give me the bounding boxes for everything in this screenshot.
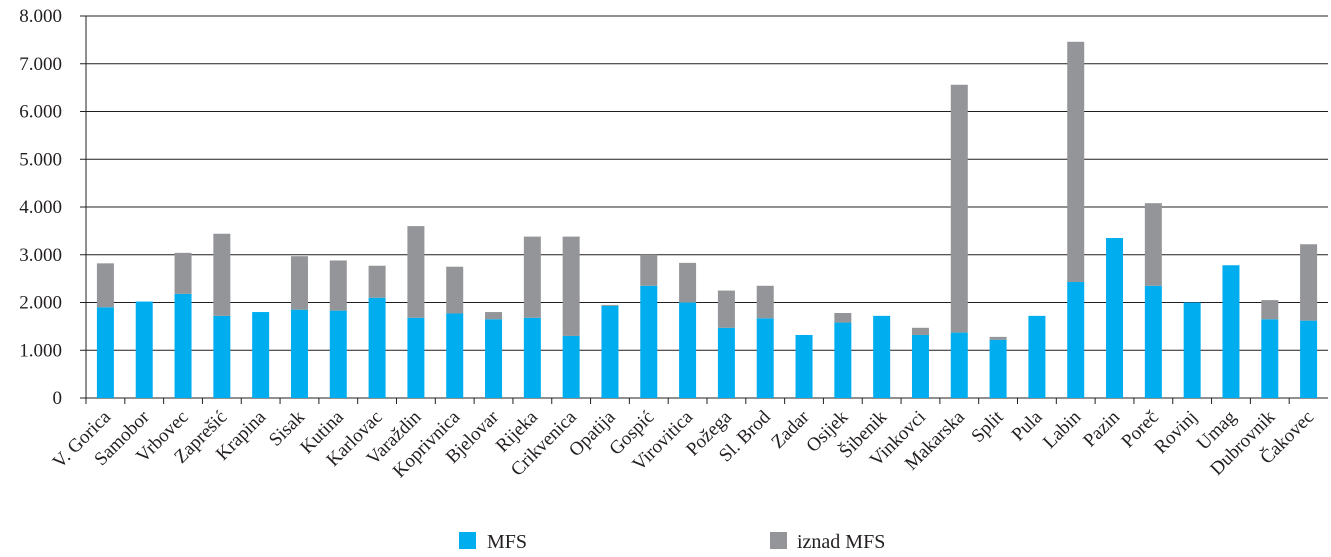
bar-iznad-mfs xyxy=(96,263,114,308)
bar-iznad-mfs xyxy=(562,236,580,336)
bar-iznad-mfs xyxy=(523,236,541,318)
bar-mfs xyxy=(1106,238,1124,398)
bar-iznad-mfs xyxy=(1300,244,1318,321)
y-tick-label: 4.000 xyxy=(19,197,62,218)
y-tick-label: 3.000 xyxy=(19,245,62,266)
bar-iznad-mfs xyxy=(911,327,929,335)
bar-mfs xyxy=(1222,265,1240,398)
bar-mfs xyxy=(834,322,852,398)
bar-iznad-mfs xyxy=(1067,41,1085,282)
bar-iznad-mfs xyxy=(213,233,231,316)
bar-iznad-mfs xyxy=(717,290,735,328)
bar-iznad-mfs xyxy=(174,252,192,294)
legend-label-iznad-mfs: iznad MFS xyxy=(797,531,885,553)
bar-mfs xyxy=(640,285,658,398)
bar-iznad-mfs xyxy=(368,265,386,298)
bar-mfs xyxy=(446,313,464,398)
bar-iznad-mfs xyxy=(950,84,968,333)
bar-iznad-mfs xyxy=(290,256,308,310)
bar-iznad-mfs xyxy=(989,336,1007,340)
bar-mfs xyxy=(329,310,347,398)
bar-mfs xyxy=(1261,319,1279,398)
bar-mfs xyxy=(135,301,153,398)
y-tick-label: 1.000 xyxy=(19,340,62,361)
bar-iznad-mfs xyxy=(1144,203,1162,286)
x-category-label: Labin xyxy=(1039,406,1086,453)
y-tick-label: 5.000 xyxy=(19,149,62,170)
bar-mfs xyxy=(562,335,580,398)
bar-mfs xyxy=(717,327,735,398)
bar-mfs xyxy=(290,309,308,398)
bar-iznad-mfs xyxy=(407,226,425,318)
x-category-label: Pazin xyxy=(1079,406,1124,451)
bar-iznad-mfs xyxy=(485,312,503,320)
bar-mfs xyxy=(873,315,891,398)
bar-mfs xyxy=(1300,320,1318,398)
bar-mfs xyxy=(252,312,270,398)
bar-mfs xyxy=(1067,281,1085,398)
bar-mfs xyxy=(989,339,1007,398)
x-category-label: Rovinj xyxy=(1150,407,1201,458)
bar-mfs xyxy=(174,293,192,398)
bar-iznad-mfs xyxy=(640,254,658,286)
bar-mfs xyxy=(1028,315,1046,398)
bar-iznad-mfs xyxy=(1261,300,1279,320)
y-tick-label: 0 xyxy=(53,388,63,409)
bar-mfs xyxy=(679,302,697,398)
bar-mfs xyxy=(523,317,541,398)
bar-mfs xyxy=(407,317,425,398)
bar-iznad-mfs xyxy=(834,313,852,323)
bar-mfs xyxy=(756,318,774,398)
bar-iznad-mfs xyxy=(329,260,347,311)
bar-iznad-mfs xyxy=(756,285,774,319)
y-tick-label: 6.000 xyxy=(19,102,62,123)
bar-mfs xyxy=(368,297,386,398)
bar-mfs xyxy=(96,307,114,398)
bar-iznad-mfs xyxy=(446,266,464,314)
bar-mfs xyxy=(485,319,503,398)
legend-label-mfs: MFS xyxy=(487,531,527,553)
bar-mfs xyxy=(911,334,929,398)
legend-swatch-iznad-mfs xyxy=(770,532,787,549)
bar-mfs xyxy=(795,334,813,398)
y-tick-label: 8.000 xyxy=(19,6,62,27)
bar-mfs xyxy=(950,332,968,398)
bar-mfs xyxy=(1144,285,1162,398)
legend-swatch-mfs xyxy=(459,532,476,549)
x-category-label: Split xyxy=(967,406,1008,447)
bar-iznad-mfs xyxy=(601,304,619,306)
bar-mfs xyxy=(601,305,619,398)
bar-iznad-mfs xyxy=(679,262,697,303)
bar-mfs xyxy=(213,315,231,398)
bar-mfs xyxy=(1183,302,1201,398)
y-tick-label: 7.000 xyxy=(19,54,62,75)
y-tick-label: 2.000 xyxy=(19,293,62,314)
